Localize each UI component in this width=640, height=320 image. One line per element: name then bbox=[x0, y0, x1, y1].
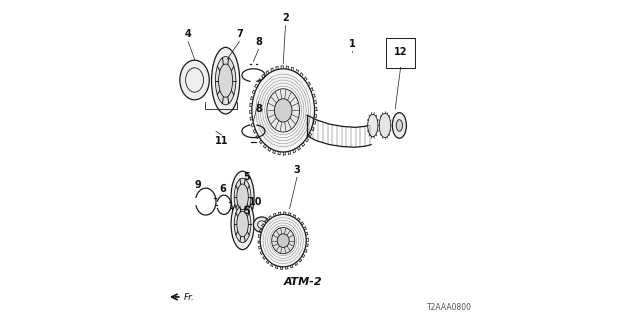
Text: 11: 11 bbox=[214, 136, 228, 147]
Text: 5: 5 bbox=[243, 206, 250, 216]
Ellipse shape bbox=[277, 234, 289, 247]
Text: 8: 8 bbox=[255, 104, 262, 114]
Text: Fr.: Fr. bbox=[184, 293, 195, 302]
Text: 3: 3 bbox=[294, 165, 300, 175]
Ellipse shape bbox=[392, 113, 406, 138]
Ellipse shape bbox=[367, 114, 378, 137]
Ellipse shape bbox=[253, 217, 270, 232]
Ellipse shape bbox=[237, 211, 248, 237]
Text: 6: 6 bbox=[220, 184, 226, 195]
Text: T2AAA0800: T2AAA0800 bbox=[427, 303, 472, 312]
Ellipse shape bbox=[237, 184, 248, 210]
Text: 8: 8 bbox=[255, 37, 262, 47]
Ellipse shape bbox=[396, 120, 403, 131]
Ellipse shape bbox=[216, 57, 236, 105]
Text: 5: 5 bbox=[243, 172, 250, 182]
Ellipse shape bbox=[379, 113, 390, 138]
Text: 7: 7 bbox=[236, 28, 243, 39]
Ellipse shape bbox=[211, 47, 240, 114]
Ellipse shape bbox=[275, 99, 292, 122]
Ellipse shape bbox=[252, 69, 315, 152]
Ellipse shape bbox=[231, 198, 254, 250]
Ellipse shape bbox=[272, 228, 294, 254]
Text: 4: 4 bbox=[185, 28, 191, 39]
Text: ATM-2: ATM-2 bbox=[284, 277, 323, 287]
Ellipse shape bbox=[267, 89, 300, 132]
Ellipse shape bbox=[234, 178, 251, 215]
Ellipse shape bbox=[260, 214, 307, 267]
Ellipse shape bbox=[219, 64, 233, 97]
Text: 10: 10 bbox=[248, 196, 262, 207]
Ellipse shape bbox=[231, 171, 254, 222]
Text: 9: 9 bbox=[195, 180, 201, 190]
Ellipse shape bbox=[234, 205, 251, 243]
Text: 12: 12 bbox=[394, 47, 408, 57]
Text: 2: 2 bbox=[282, 12, 289, 23]
Ellipse shape bbox=[180, 60, 209, 100]
Text: 1: 1 bbox=[349, 39, 355, 49]
